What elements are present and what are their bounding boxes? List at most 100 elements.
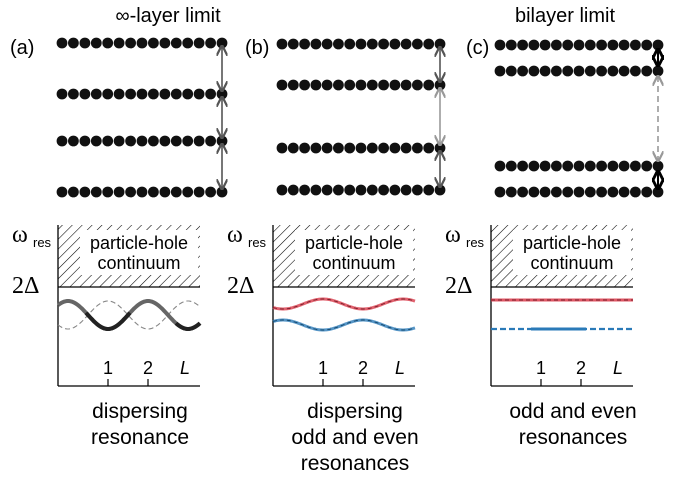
caption-line-2: resonances [519, 426, 628, 449]
layer-atom [136, 186, 148, 198]
panel-a-layers: (a) [10, 37, 228, 198]
x-axis-label: L [613, 358, 623, 378]
layer-atom [148, 88, 159, 100]
layer-atom [573, 39, 585, 51]
layer-atom [641, 186, 653, 198]
layer-atom [618, 160, 630, 172]
layer-atom [528, 39, 540, 51]
gap-label: 2Δ [12, 273, 39, 299]
layer-atom [344, 184, 356, 196]
layer-atom [366, 79, 378, 91]
layer-atom [310, 142, 322, 154]
panel-b-layers: (b) [245, 37, 446, 196]
layer-atom [182, 186, 194, 198]
layer-atom [299, 79, 310, 91]
layer-atom [68, 88, 79, 100]
layer-atom [366, 38, 378, 50]
layer-atom [528, 160, 540, 172]
layer-atom [193, 88, 205, 100]
panel-c-dot-rows [494, 39, 664, 198]
layer-atom [170, 88, 182, 100]
layer-atom [321, 184, 333, 196]
layer-atom [652, 160, 664, 172]
layer-atom [551, 160, 562, 172]
layer-atom [539, 65, 551, 77]
layer-atom [517, 65, 528, 77]
layer-atom [56, 135, 68, 147]
layer-atom [607, 65, 619, 77]
layer-atom [90, 37, 102, 49]
layer-atom [366, 184, 378, 196]
layer-atom [148, 37, 159, 49]
continuum-label-line2: continuum [530, 253, 613, 273]
layer-atom [136, 37, 148, 49]
layer-atom [56, 37, 68, 49]
layer-atom [400, 79, 412, 91]
layer-atom [68, 37, 79, 49]
layer-atom [596, 186, 607, 198]
layer-atom [517, 186, 528, 198]
layer-atom [56, 186, 68, 198]
layer-atom [159, 186, 171, 198]
tick-label-1: 1 [318, 358, 328, 378]
y-axis-label: ω [12, 222, 28, 248]
layer-atom [551, 186, 562, 198]
layer-atom [113, 135, 125, 147]
y-axis-label-subscript: res [33, 235, 52, 250]
layer-atom [378, 184, 389, 196]
layer-atom [562, 160, 574, 172]
layer-atom [299, 184, 310, 196]
layer-atom [630, 186, 641, 198]
layer-atom [159, 88, 171, 100]
layer-atom [494, 65, 506, 77]
layer-atom [423, 142, 435, 154]
layer-atom [618, 186, 630, 198]
layer-atom [310, 184, 322, 196]
layer-atom [56, 88, 68, 100]
layer-atom [630, 65, 641, 77]
layer-atom [321, 142, 333, 154]
layer-atom [287, 38, 299, 50]
layer-atom [193, 37, 205, 49]
y-axis-label: ω [227, 222, 243, 248]
panel-a-dot-rows [56, 37, 228, 198]
layer-atom [148, 135, 159, 147]
layer-row-c-4 [494, 186, 664, 198]
layer-atom [344, 79, 356, 91]
layer-atom [276, 142, 288, 154]
even-resonance-dash [272, 319, 416, 331]
layer-row-b-3 [276, 142, 446, 154]
layer-row-b-2 [276, 79, 446, 91]
layer-atom [205, 186, 217, 198]
layer-atom [517, 160, 528, 172]
layer-atom [562, 65, 574, 77]
layer-atom [528, 186, 540, 198]
x-axis-label: L [180, 358, 190, 378]
continuum-label-box [80, 230, 198, 275]
layer-row-a-2 [56, 88, 228, 100]
layer-atom [102, 186, 114, 198]
continuum-label-box [513, 230, 631, 275]
tick-label-1: 1 [536, 358, 546, 378]
layer-row-c-2 [494, 65, 664, 77]
gap-label: 2Δ [445, 273, 472, 299]
layer-atom [170, 135, 182, 147]
layer-atom [113, 88, 125, 100]
caption-line-1: dispersing [92, 400, 188, 423]
layer-atom [630, 160, 641, 172]
layer-atom [79, 37, 91, 49]
layer-atom [551, 39, 562, 51]
layer-atom [641, 160, 653, 172]
panel-a-label: (a) [10, 37, 34, 59]
layer-atom [400, 142, 412, 154]
layer-atom [412, 184, 423, 196]
layer-atom [389, 38, 401, 50]
layer-atom [113, 37, 125, 49]
layer-atom [321, 79, 333, 91]
layer-atom [205, 135, 217, 147]
panel-b-label: (b) [245, 37, 269, 59]
layer-atom [79, 88, 91, 100]
layer-atom [562, 186, 574, 198]
continuum-label-line1: particle-hole [523, 233, 621, 253]
layer-atom [125, 135, 136, 147]
